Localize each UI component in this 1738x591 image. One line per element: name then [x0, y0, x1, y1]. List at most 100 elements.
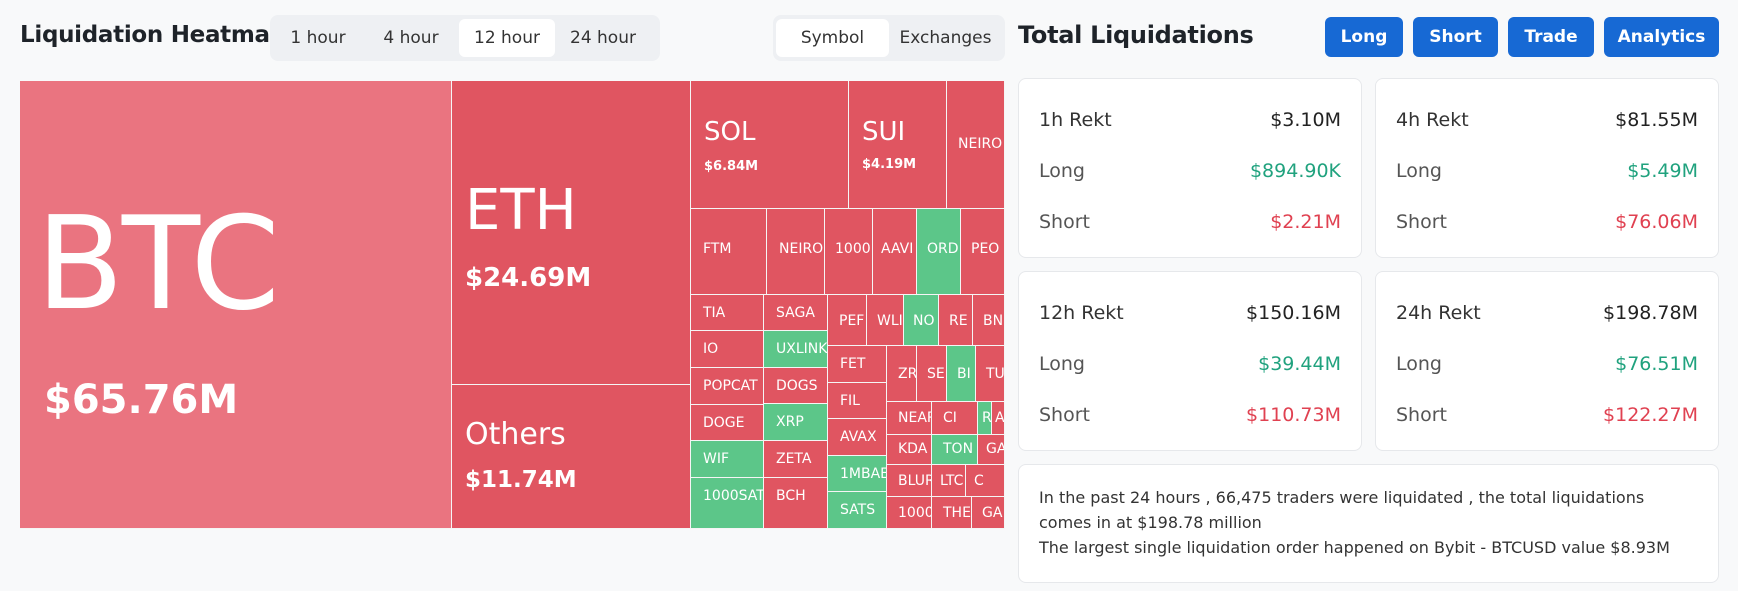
tile-symbol: ZETA: [776, 451, 812, 467]
tile-symbol: ETH: [465, 178, 577, 243]
tile-symbol: UXLINK: [776, 341, 828, 357]
liquidation-summary: In the past 24 hours , 66,475 traders we…: [1018, 464, 1719, 583]
heatmap-tile-avax[interactable]: AVAX: [828, 419, 887, 456]
heatmap-tile-ci[interactable]: CI: [932, 402, 978, 435]
tile-symbol: SAGA: [776, 305, 815, 321]
heatmap-tile-saga[interactable]: SAGA: [764, 295, 828, 331]
short-label: Short: [1039, 211, 1090, 233]
tile-symbol: NEIRO: [779, 241, 824, 257]
heatmap-tile-neiro-2[interactable]: NEIRO: [767, 209, 825, 295]
tile-symbol: AAVI: [881, 241, 914, 257]
heatmap-tile-se[interactable]: SE: [917, 346, 947, 402]
heatmap-tile-a[interactable]: A: [992, 402, 1005, 435]
trade-button[interactable]: Trade: [1508, 17, 1594, 57]
heatmap-tile-1000x[interactable]: 1000: [887, 497, 932, 529]
tab-1-hour[interactable]: 1 hour: [290, 28, 346, 48]
tab-exchanges[interactable]: Exchanges: [899, 28, 992, 48]
heatmap-tile-tu[interactable]: TU: [976, 346, 1005, 402]
tile-symbol: ORD: [927, 241, 959, 257]
heatmap-tile-blur[interactable]: BLUR: [887, 465, 932, 497]
heatmap-tile-zeta[interactable]: ZETA: [764, 441, 828, 478]
view-mode-tabs: Symbol Exchanges: [773, 15, 1005, 61]
heatmap-tile-r[interactable]: R: [978, 402, 992, 435]
heatmap-tile-neiro[interactable]: NEIRO: [947, 81, 1005, 209]
heatmap-tile-aave[interactable]: AAVI: [873, 209, 917, 295]
heatmap-title: Liquidation Heatmap: [20, 22, 286, 48]
heatmap-tile-1000sats[interactable]: 1000SAT: [691, 478, 764, 529]
heatmap-tile-ton[interactable]: TON: [932, 435, 978, 465]
card-total: $3.10M: [1270, 109, 1341, 131]
tile-symbol: PEO: [971, 241, 1000, 257]
heatmap-tile-bi[interactable]: BI: [947, 346, 976, 402]
heatmap-tile-sui[interactable]: SUI $4.19M: [849, 81, 947, 209]
summary-text: In the past 24 hours , 66,475 traders we…: [1039, 488, 1645, 532]
heatmap-tile-wli[interactable]: WLI: [867, 295, 904, 346]
short-label: Short: [1039, 404, 1090, 426]
heatmap-tile-ga[interactable]: GA: [978, 435, 1005, 465]
tile-symbol: FIL: [840, 393, 860, 409]
heatmap-tile-eth[interactable]: ETH $24.69M: [452, 81, 691, 385]
heatmap-tile-fil[interactable]: FIL: [828, 383, 887, 419]
heatmap-tile-zr[interactable]: ZR: [887, 346, 917, 402]
tab-12-hour[interactable]: 12 hour: [459, 19, 555, 57]
heatmap-tile-sats[interactable]: SATS: [828, 492, 887, 529]
tile-symbol: SE: [927, 366, 945, 382]
tile-symbol: AVAX: [840, 429, 877, 445]
heatmap-tile-peo[interactable]: PEO: [961, 209, 1005, 295]
tile-symbol: WIF: [703, 451, 730, 467]
short-label: Short: [1396, 404, 1447, 426]
heatmap-tile-the[interactable]: THE: [932, 497, 972, 529]
tile-symbol: SUI: [862, 117, 906, 147]
heatmap-tile-fet[interactable]: FET: [828, 346, 887, 383]
heatmap-tile-ftm[interactable]: FTM: [691, 209, 767, 295]
heatmap-tile-c[interactable]: C: [966, 465, 1005, 497]
tile-symbol: THE: [943, 505, 971, 521]
long-value: $5.49M: [1627, 160, 1698, 182]
heatmap-tile-near[interactable]: NEAR: [887, 402, 932, 435]
long-label: Long: [1396, 353, 1442, 375]
short-value: $110.73M: [1246, 404, 1341, 426]
heatmap-tile-1000f[interactable]: 1000F: [825, 209, 873, 295]
analytics-button[interactable]: Analytics: [1604, 17, 1719, 57]
tab-24-hour[interactable]: 24 hour: [570, 28, 636, 48]
heatmap-tile-others[interactable]: Others $11.74M: [452, 385, 691, 529]
heatmap-tile-1mbabe[interactable]: 1MBAE: [828, 456, 887, 492]
total-liquidations-title: Total Liquidations: [1018, 21, 1254, 49]
card-label: 4h Rekt: [1396, 109, 1469, 131]
short-button[interactable]: Short: [1413, 17, 1498, 57]
tile-symbol: BCH: [776, 488, 806, 504]
tile-symbol: DOGE: [703, 415, 745, 431]
heatmap-tile-dogs[interactable]: DOGS: [764, 368, 828, 404]
card-total: $81.55M: [1615, 109, 1698, 131]
heatmap-tile-btc[interactable]: BTC $65.76M: [20, 81, 452, 529]
heatmap-tile-kda[interactable]: KDA: [887, 435, 932, 465]
heatmap-tile-ord[interactable]: ORD: [917, 209, 961, 295]
heatmap-tile-wif[interactable]: WIF: [691, 441, 764, 478]
tile-symbol: GA: [982, 505, 1003, 521]
tab-symbol[interactable]: Symbol: [776, 19, 889, 57]
liquidation-heatmap: BTC $65.76M ETH $24.69M Others $11.74M S…: [20, 81, 1005, 529]
rekt-card-12h: 12h Rekt $150.16M Long $39.44M Short $110.7…: [1018, 271, 1362, 451]
tile-symbol: KDA: [898, 441, 928, 457]
heatmap-tile-popcat[interactable]: POPCAT: [691, 368, 764, 405]
tile-symbol: NEAR: [898, 410, 931, 426]
heatmap-tile-bn[interactable]: BN: [973, 295, 1005, 346]
heatmap-tile-no[interactable]: NO: [904, 295, 939, 346]
heatmap-tile-ga-2[interactable]: GA: [972, 497, 1005, 529]
long-button[interactable]: Long: [1325, 17, 1403, 57]
heatmap-tile-sol[interactable]: SOL $6.84M: [691, 81, 849, 209]
heatmap-tile-bch[interactable]: BCH: [764, 478, 828, 529]
heatmap-tile-tia[interactable]: TIA: [691, 295, 764, 331]
tile-symbol: IO: [703, 341, 719, 357]
tile-symbol: ZR: [898, 366, 917, 382]
tile-symbol: 1000F: [835, 241, 872, 257]
tile-symbol: TU: [986, 366, 1005, 382]
heatmap-tile-doge[interactable]: DOGE: [691, 405, 764, 441]
heatmap-tile-ltc[interactable]: LTC: [932, 465, 966, 497]
heatmap-tile-xrp[interactable]: XRP: [764, 404, 828, 441]
tab-4-hour[interactable]: 4 hour: [383, 28, 439, 48]
heatmap-tile-re[interactable]: RE: [939, 295, 973, 346]
heatmap-tile-uxlink[interactable]: UXLINK: [764, 331, 828, 368]
heatmap-tile-pef[interactable]: PEF: [828, 295, 867, 346]
heatmap-tile-io[interactable]: IO: [691, 331, 764, 368]
